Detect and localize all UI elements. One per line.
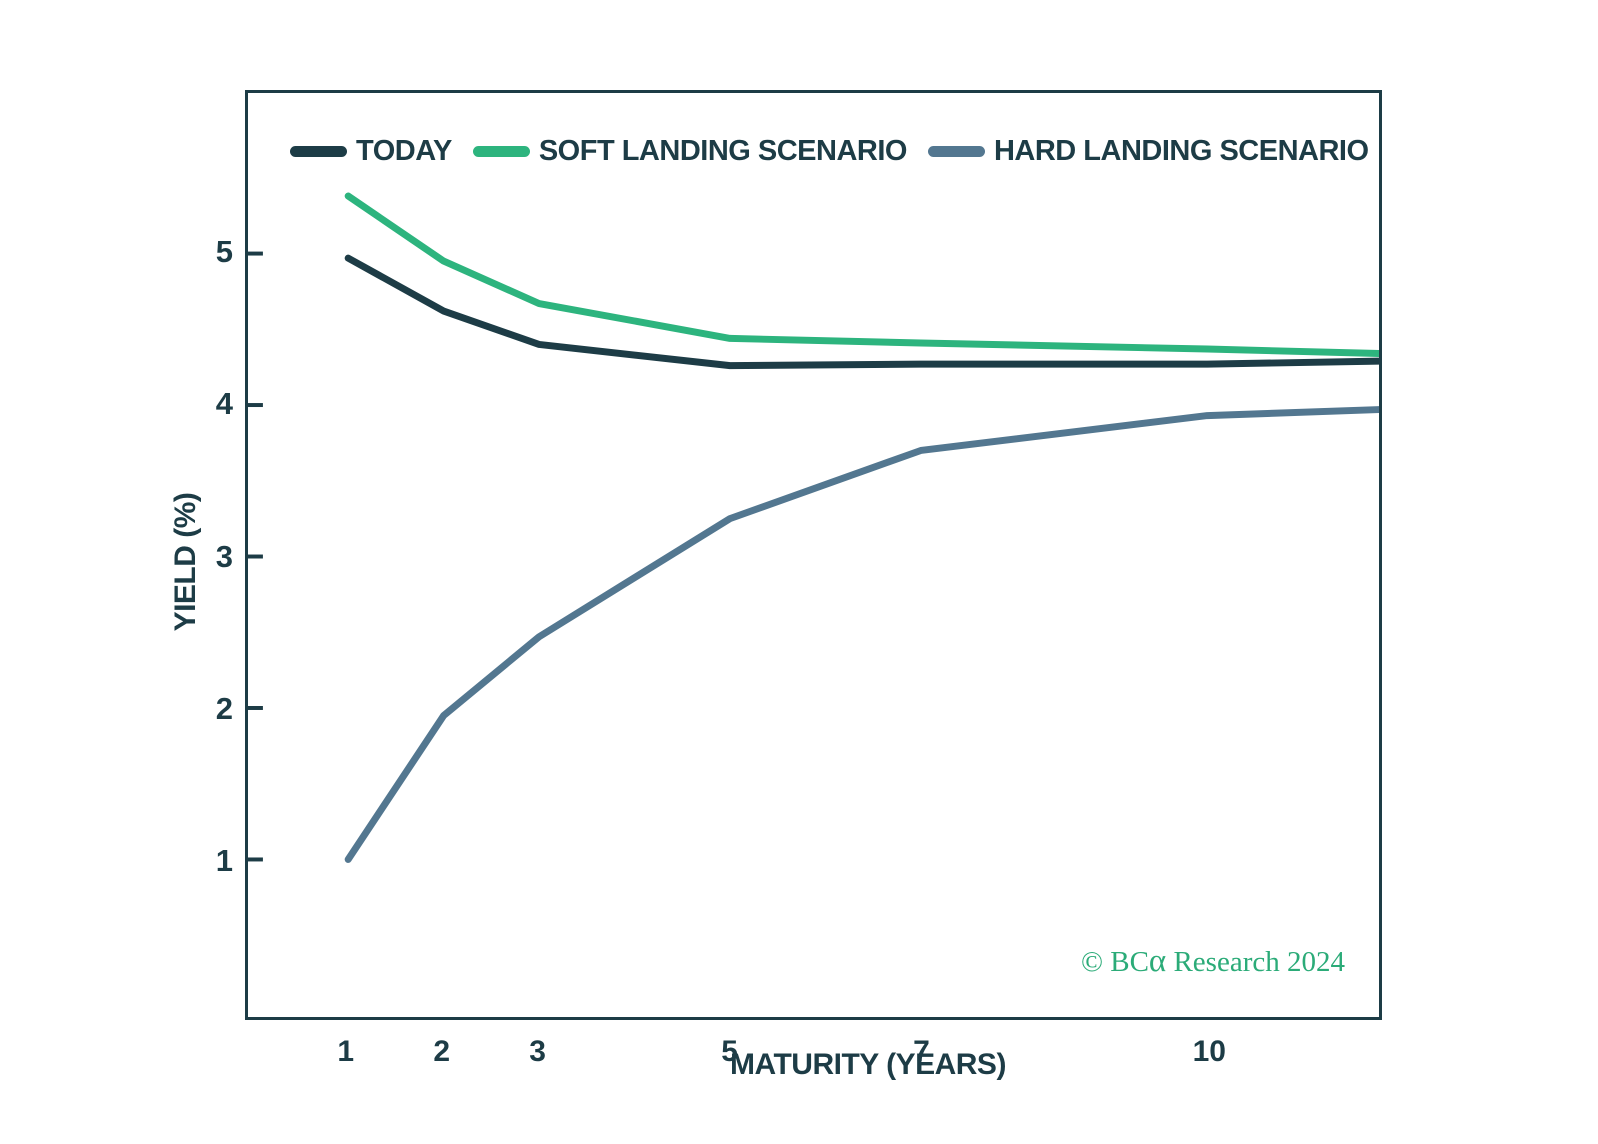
x-axis-title: MATURITY (YEARS)	[730, 1048, 1006, 1081]
legend-item-soft-landing-scenario: SOFT LANDING SCENARIO	[472, 135, 908, 168]
y-axis-title: YIELD (%)	[169, 492, 202, 632]
y-tick-label: 2	[215, 690, 233, 726]
copyright-suffix: Research 2024	[1166, 946, 1345, 978]
copyright-prefix: © BC	[1080, 946, 1149, 978]
y-tick-label: 5	[215, 233, 233, 269]
x-tick-label: 5	[721, 1035, 738, 1068]
legend-label: SOFT LANDING SCENARIO	[538, 135, 908, 167]
series-line-today	[344, 254, 1379, 370]
x-tick-label: 10	[1192, 1035, 1226, 1068]
legend-swatch-icon	[927, 146, 985, 157]
series-line-soft-landing-scenario	[344, 192, 1379, 357]
copyright-alpha-glyph: α	[1148, 943, 1167, 979]
y-tick-label: 4	[215, 386, 233, 422]
series-line-hard-landing-scenario	[344, 406, 1379, 863]
legend-label: TODAY	[356, 135, 452, 167]
copyright-note: © BCα Research 2024	[1081, 945, 1345, 979]
legend-item-hard-landing-scenario: HARD LANDING SCENARIO	[927, 135, 1369, 168]
legend: TODAY SOFT LANDING SCENARIO HARD LANDING S…	[290, 135, 1369, 168]
legend-item-today: TODAY	[290, 135, 452, 168]
legend-swatch-icon	[290, 146, 347, 157]
legend-swatch-icon	[472, 146, 530, 157]
x-tick-label: 2	[433, 1035, 451, 1068]
plot-area: TODAY SOFT LANDING SCENARIO HARD LANDING S…	[245, 90, 1382, 1020]
x-tick-label: 3	[529, 1035, 546, 1068]
x-tick-label: 1	[337, 1035, 355, 1068]
x-tick-label: 7	[913, 1035, 930, 1068]
y-tick-label: 3	[215, 538, 233, 574]
legend-label: HARD LANDING SCENARIO	[993, 135, 1369, 167]
chart-lines	[248, 192, 1379, 863]
y-tick-label: 1	[215, 843, 233, 879]
